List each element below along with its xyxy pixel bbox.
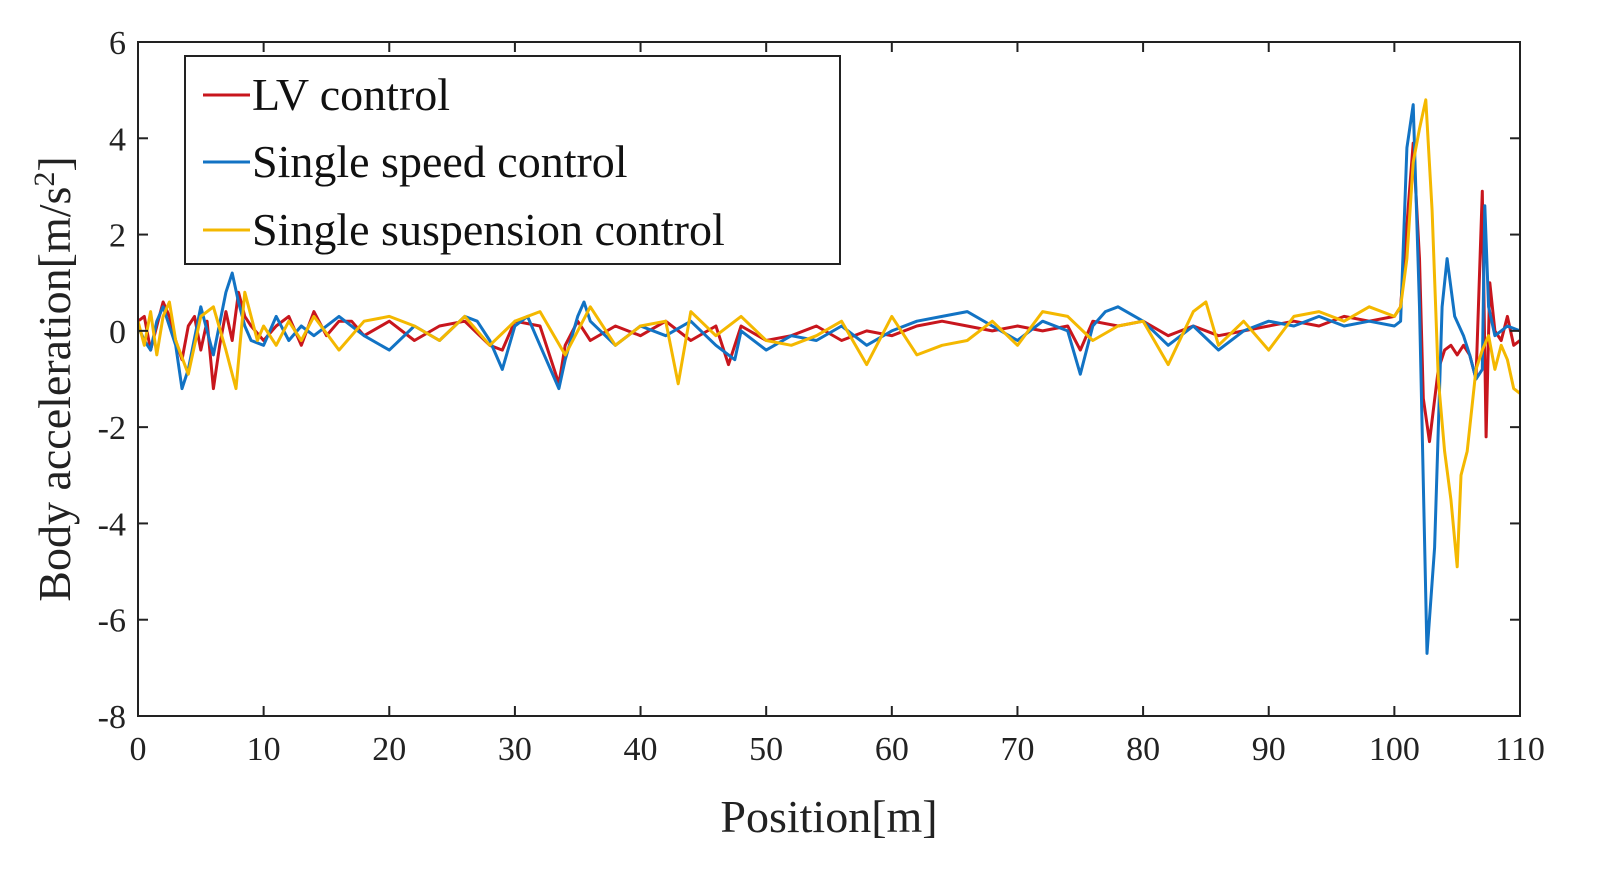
y-axis-title: Body acceleration[m/s2] bbox=[28, 156, 81, 601]
x-tick-label: 100 bbox=[1369, 731, 1420, 768]
x-tick-label: 30 bbox=[498, 731, 532, 768]
plot-frame bbox=[137, 41, 1521, 717]
legend-label-single-speed-control: Single speed control bbox=[252, 136, 628, 187]
x-tick-label: 20 bbox=[372, 731, 406, 768]
y-axis-title-main: Body acceleration[m/s bbox=[29, 187, 80, 602]
y-tick-label: -2 bbox=[98, 410, 126, 447]
series-layer bbox=[138, 98, 1520, 655]
legend-label-single-suspension-control: Single suspension control bbox=[252, 204, 725, 255]
legend-label-lv-control: LV control bbox=[252, 69, 450, 120]
x-tick-label: 90 bbox=[1252, 731, 1286, 768]
y-tick-label: 6 bbox=[109, 25, 126, 62]
y-axis-title-end: ] bbox=[29, 156, 80, 171]
y-tick-label: 0 bbox=[109, 314, 126, 351]
y-tick-label: 2 bbox=[109, 218, 126, 255]
x-tick-label: 60 bbox=[875, 731, 909, 768]
y-tick-label: 4 bbox=[109, 121, 126, 158]
legend: LV control Single speed control Single s… bbox=[184, 55, 841, 265]
x-axis: 0 10 20 30 40 50 60 70 80 90 100 110 bbox=[130, 42, 1545, 768]
series-line-single-speed-control bbox=[138, 103, 1520, 655]
x-tick-label: 40 bbox=[624, 731, 658, 768]
series-line-single-suspension-control bbox=[138, 98, 1520, 569]
y-axis-title-superscript: 2 bbox=[28, 172, 61, 187]
y-tick-label: -4 bbox=[98, 506, 126, 543]
x-tick-label: 50 bbox=[749, 731, 783, 768]
x-tick-label: 0 bbox=[130, 731, 147, 768]
x-tick-label: 70 bbox=[1000, 731, 1034, 768]
y-tick-label: -8 bbox=[98, 699, 126, 736]
y-axis: -8 -6 -4 -2 0 2 4 6 bbox=[98, 25, 1520, 736]
x-tick-label: 80 bbox=[1126, 731, 1160, 768]
legend-box bbox=[184, 55, 841, 265]
x-tick-label: 110 bbox=[1495, 731, 1545, 768]
y-tick-label: -6 bbox=[98, 603, 126, 640]
x-tick-label: 10 bbox=[247, 731, 281, 768]
x-axis-title: Position[m] bbox=[720, 791, 937, 842]
